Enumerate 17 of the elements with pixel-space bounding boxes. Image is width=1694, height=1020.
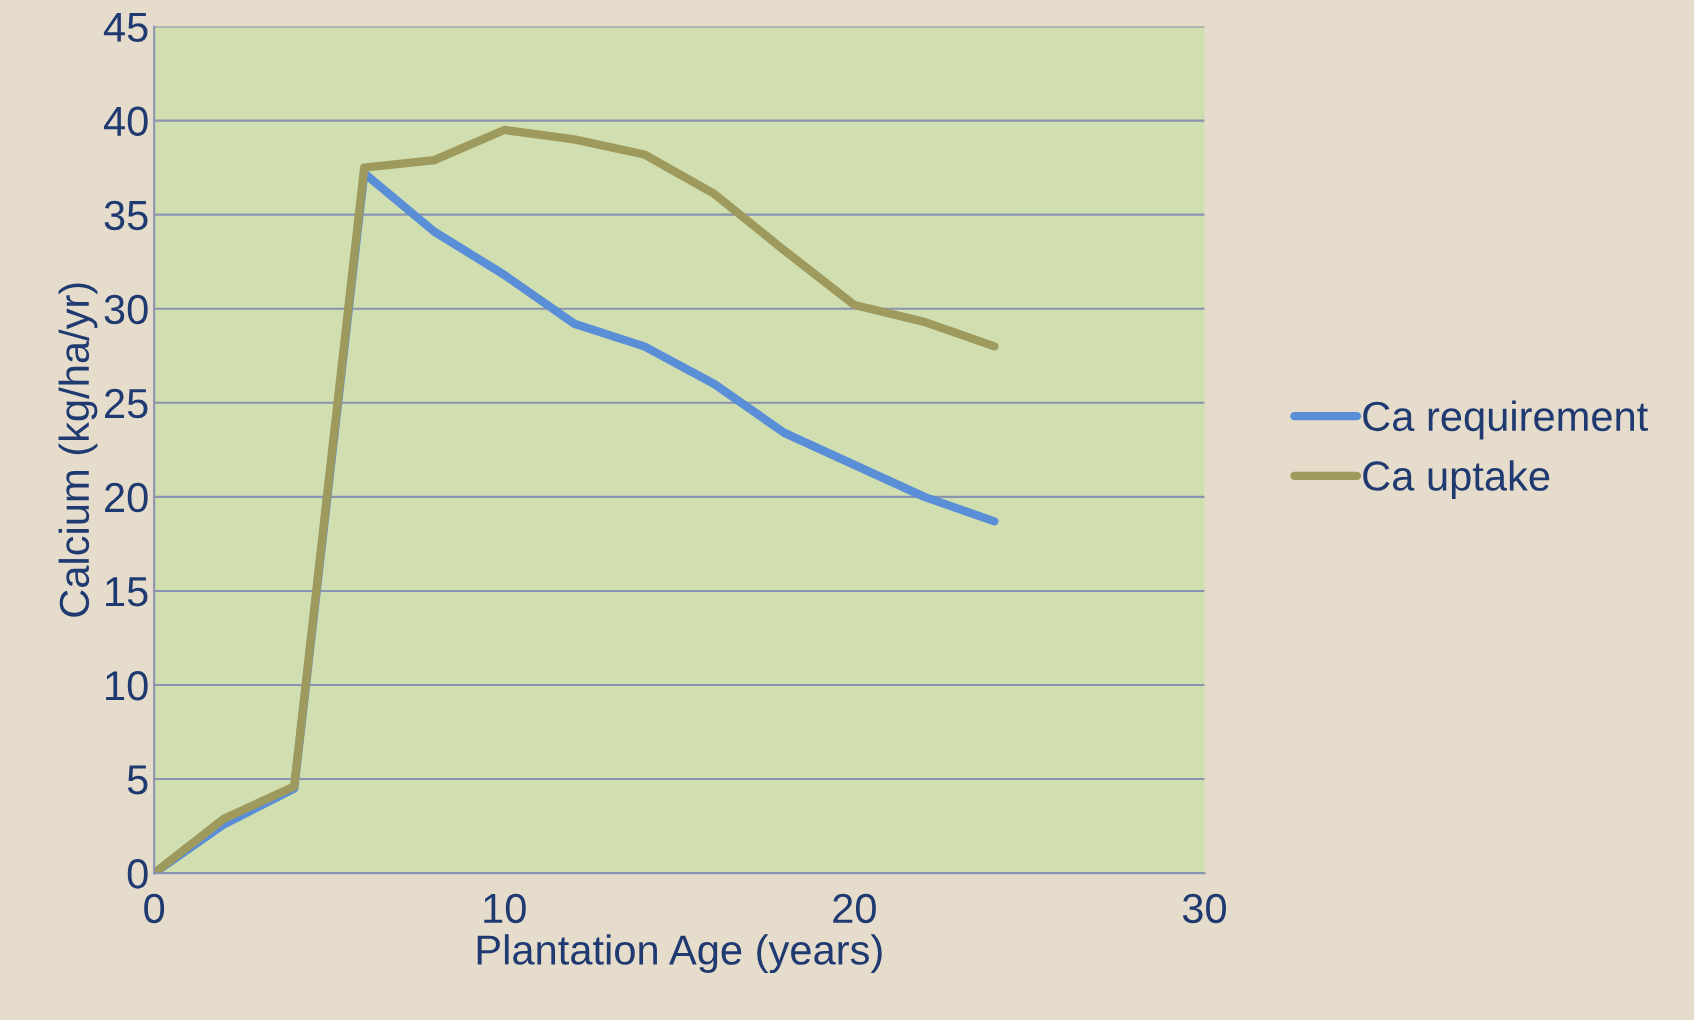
y-axis-title: Calcium (kg/ha/yr) xyxy=(58,283,98,617)
y-tick-label: 0 xyxy=(127,859,148,889)
legend-label: Ca requirement xyxy=(1363,400,1648,440)
y-tick-label: 40 xyxy=(103,106,148,137)
y-tick-label: 30 xyxy=(104,294,148,325)
y-tick-label: 5 xyxy=(127,765,148,795)
y-tick-label: 10 xyxy=(106,670,148,701)
legend-label: Ca uptake xyxy=(1363,460,1550,500)
y-tick-label: 25 xyxy=(105,388,148,419)
y-tick-label: 45 xyxy=(103,12,148,43)
x-tick-label: 30 xyxy=(1182,893,1226,924)
x-tick-label: 10 xyxy=(484,893,526,924)
y-tick-label: 20 xyxy=(105,482,148,513)
x-axis-title: Plantation Age (years) xyxy=(477,934,882,974)
y-tick-label: 15 xyxy=(106,577,148,607)
x-tick-label: 20 xyxy=(833,893,876,924)
y-tick-label: 35 xyxy=(104,200,148,231)
